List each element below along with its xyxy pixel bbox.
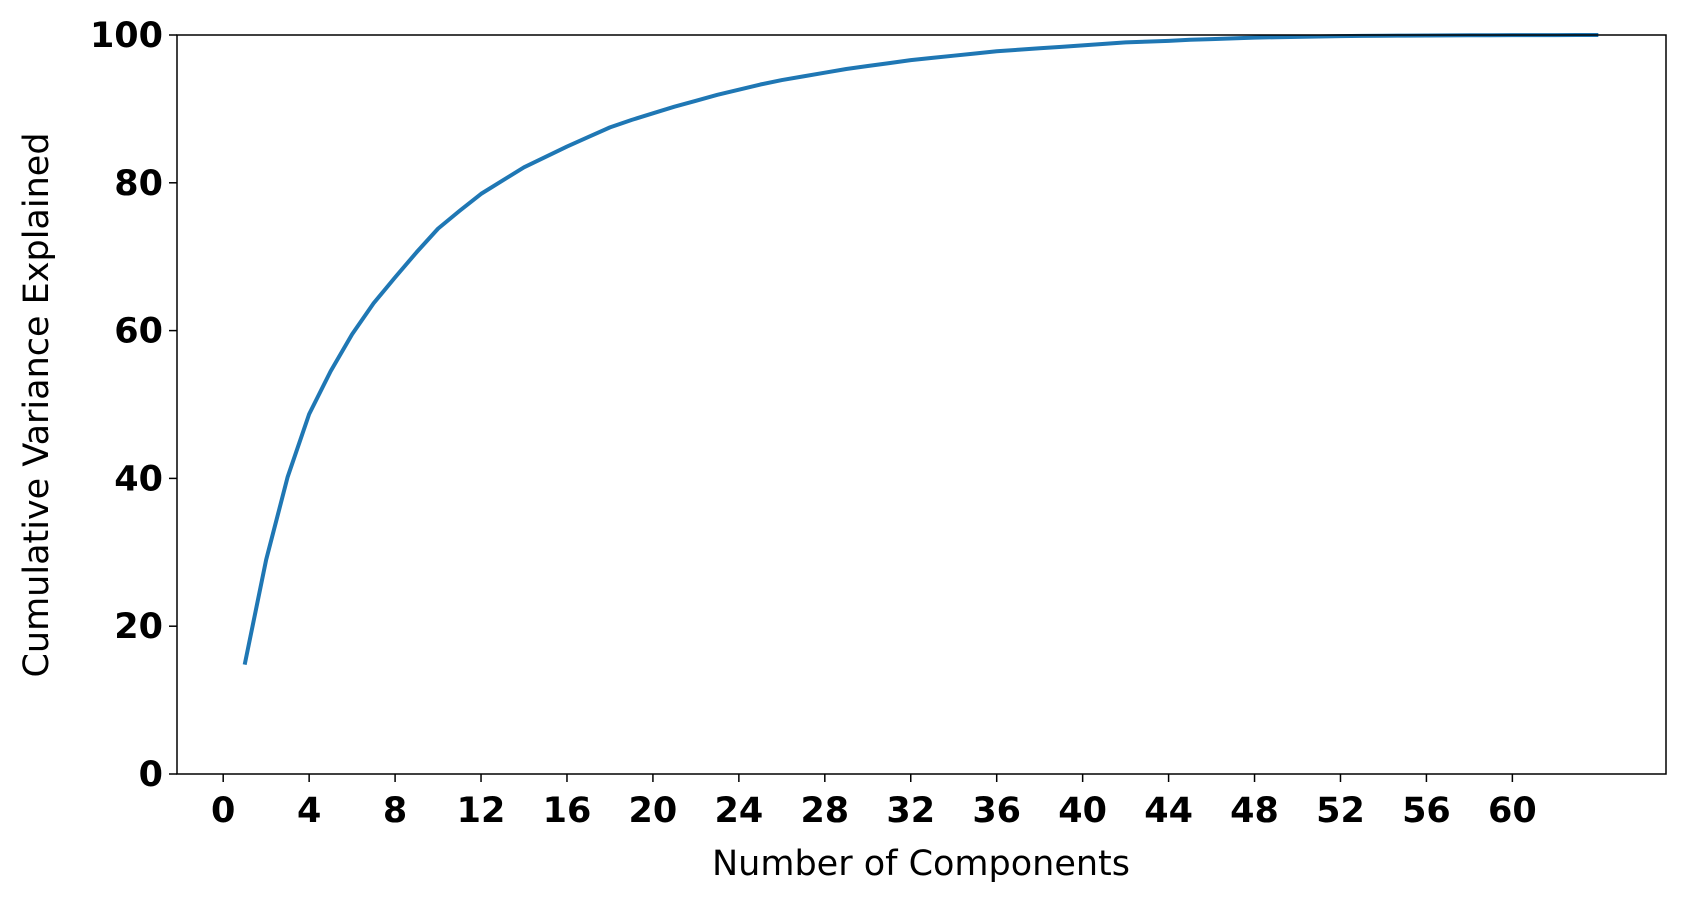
y-tick-label: 20 — [114, 607, 163, 647]
x-tick-label: 16 — [543, 791, 592, 831]
x-tick-label: 32 — [886, 791, 935, 831]
y-tick-label: 0 — [139, 755, 163, 795]
y-tick-label: 80 — [114, 164, 163, 204]
x-tick-label: 12 — [457, 791, 506, 831]
x-tick-label: 56 — [1402, 791, 1451, 831]
x-tick-label: 20 — [629, 791, 678, 831]
x-tick-label: 28 — [800, 791, 849, 831]
x-tick-label: 0 — [211, 791, 235, 831]
y-tick-label: 40 — [114, 459, 163, 499]
y-axis-label: Cumulative Variance Explained — [17, 132, 57, 677]
x-axis-label: Number of Components — [712, 844, 1130, 884]
x-tick-label: 8 — [383, 791, 407, 831]
x-tick-label: 48 — [1230, 791, 1279, 831]
x-tick-label: 60 — [1488, 791, 1537, 831]
plot-frame — [176, 34, 1667, 775]
x-tick-label: 44 — [1144, 791, 1193, 831]
line-series — [242, 33, 1599, 666]
x-tick-label: 24 — [715, 791, 764, 831]
y-tick-label: 100 — [90, 16, 163, 56]
x-tick-label: 4 — [297, 791, 321, 831]
x-tick-label: 36 — [972, 791, 1021, 831]
x-tick-label: 52 — [1316, 791, 1365, 831]
x-tick-label: 40 — [1058, 791, 1107, 831]
y-tick-label: 60 — [114, 312, 163, 352]
